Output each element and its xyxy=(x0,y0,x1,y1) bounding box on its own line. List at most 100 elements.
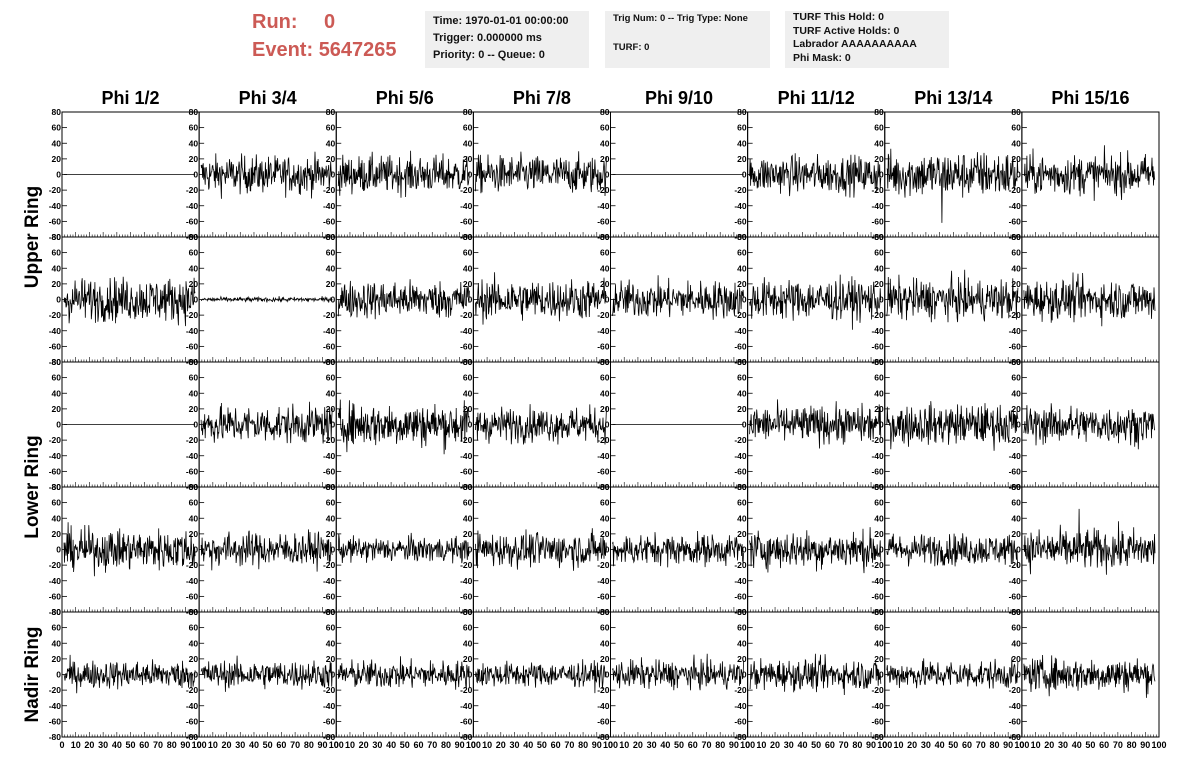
y-tick-label: -60 xyxy=(186,216,199,226)
waveform-trace xyxy=(200,529,333,572)
waveform-trace xyxy=(612,653,744,691)
x-tick-label: 100 xyxy=(603,740,618,750)
x-tick-label: 40 xyxy=(797,740,807,750)
y-tick-label: 60 xyxy=(326,623,336,633)
x-tick-label: 80 xyxy=(852,740,862,750)
waveform-trace xyxy=(337,656,470,690)
y-tick-label: 60 xyxy=(326,373,336,383)
y-tick-label: 60 xyxy=(874,623,884,633)
y-tick-label: -20 xyxy=(734,685,747,695)
x-tick-label: 100 xyxy=(192,740,207,750)
y-tick-label: -60 xyxy=(323,591,336,601)
y-tick-label: -20 xyxy=(49,560,62,570)
y-tick-label: -60 xyxy=(323,716,336,726)
y-tick-label: 20 xyxy=(600,404,610,414)
y-tick-label: 0 xyxy=(879,170,884,180)
y-tick-label: -40 xyxy=(734,201,747,211)
y-tick-label: 20 xyxy=(1011,404,1021,414)
x-tick-label: 30 xyxy=(98,740,108,750)
y-tick-label: 20 xyxy=(737,154,747,164)
y-tick-label: 0 xyxy=(879,295,884,305)
y-tick-label: 80 xyxy=(737,607,747,617)
x-tick-label: 50 xyxy=(263,740,273,750)
y-tick-label: 40 xyxy=(189,263,199,273)
y-tick-label: 40 xyxy=(52,638,62,648)
x-tick-label: 10 xyxy=(756,740,766,750)
y-tick-label: -60 xyxy=(597,216,610,226)
x-tick-label: 20 xyxy=(633,740,643,750)
x-tick-label: 10 xyxy=(71,740,81,750)
turf-info-box: TURF This Hold: 0 TURF Active Holds: 0 L… xyxy=(785,11,949,68)
y-tick-label: 20 xyxy=(874,279,884,289)
y-tick-label: 80 xyxy=(52,607,62,617)
y-tick-label: -60 xyxy=(1009,591,1022,601)
y-tick-label: -60 xyxy=(323,216,336,226)
y-tick-label: 0 xyxy=(468,170,473,180)
y-tick-label: 0 xyxy=(468,295,473,305)
y-tick-label: 40 xyxy=(326,138,336,148)
x-tick-label: 30 xyxy=(1058,740,1068,750)
y-tick-label: 20 xyxy=(1011,529,1021,539)
y-tick-label: 80 xyxy=(737,482,747,492)
y-tick-label: -40 xyxy=(597,451,610,461)
y-tick-label: 80 xyxy=(600,357,610,367)
time-info-box: Time: 1970-01-01 00:00:00 Trigger: 0.000… xyxy=(425,11,589,68)
y-tick-label: 60 xyxy=(463,373,473,383)
y-tick-label: 0 xyxy=(331,295,336,305)
event-label: Event: xyxy=(252,39,314,61)
y-tick-label: 0 xyxy=(605,170,610,180)
column-header: Phi 13/14 xyxy=(914,88,992,108)
x-tick-label: 0 xyxy=(882,740,887,750)
labrador-line: Labrador AAAAAAAAAA xyxy=(793,38,917,50)
y-tick-label: 0 xyxy=(331,170,336,180)
y-tick-label: -20 xyxy=(1009,310,1022,320)
y-tick-label: -60 xyxy=(871,716,884,726)
y-tick-label: 20 xyxy=(189,404,199,414)
y-tick-label: -40 xyxy=(871,201,884,211)
turf-line: TURF: 0 xyxy=(613,42,650,53)
y-tick-label: 60 xyxy=(737,623,747,633)
x-tick-label: 10 xyxy=(208,740,218,750)
y-tick-label: 80 xyxy=(874,482,884,492)
y-tick-label: -80 xyxy=(597,732,610,742)
waveform-trace xyxy=(475,659,607,694)
y-tick-label: -60 xyxy=(871,341,884,351)
y-tick-label: 20 xyxy=(874,154,884,164)
y-tick-label: -20 xyxy=(871,435,884,445)
y-tick-label: 0 xyxy=(879,420,884,430)
x-tick-label: 10 xyxy=(619,740,629,750)
waveform-trace xyxy=(337,150,470,198)
x-tick-label: 80 xyxy=(1127,740,1137,750)
y-tick-label: 0 xyxy=(56,420,61,430)
y-tick-label: 60 xyxy=(52,498,62,508)
x-tick-label: 60 xyxy=(1099,740,1109,750)
x-tick-label: 50 xyxy=(126,740,136,750)
y-tick-label: 40 xyxy=(463,388,473,398)
y-tick-label: 20 xyxy=(463,279,473,289)
waveform-trace xyxy=(749,527,882,574)
y-tick-label: 40 xyxy=(600,513,610,523)
y-tick-label: -40 xyxy=(460,451,473,461)
y-tick-label: 60 xyxy=(189,248,199,258)
ring-label: Lower Ring xyxy=(22,435,43,538)
x-tick-label: 90 xyxy=(455,740,465,750)
y-tick-label: 40 xyxy=(326,638,336,648)
phi-mask-line: Phi Mask: 0 xyxy=(793,51,851,64)
y-tick-label: -20 xyxy=(734,560,747,570)
x-tick-label: 40 xyxy=(112,740,122,750)
y-tick-label: -40 xyxy=(871,576,884,586)
x-tick-label: 0 xyxy=(334,740,339,750)
y-tick-label: 80 xyxy=(52,482,62,492)
y-tick-label: -40 xyxy=(597,576,610,586)
run-event-box: Run: 0 Event: 5647265 xyxy=(252,8,397,64)
y-tick-label: 0 xyxy=(742,420,747,430)
x-tick-label: 40 xyxy=(386,740,396,750)
y-tick-label: 40 xyxy=(737,513,747,523)
x-tick-label: 50 xyxy=(674,740,684,750)
y-tick-label: 80 xyxy=(600,232,610,242)
y-tick-label: 0 xyxy=(1016,170,1021,180)
y-tick-label: 60 xyxy=(52,248,62,258)
x-tick-label: 0 xyxy=(59,740,64,750)
waveform-trace xyxy=(337,532,470,564)
y-tick-label: 0 xyxy=(468,545,473,555)
